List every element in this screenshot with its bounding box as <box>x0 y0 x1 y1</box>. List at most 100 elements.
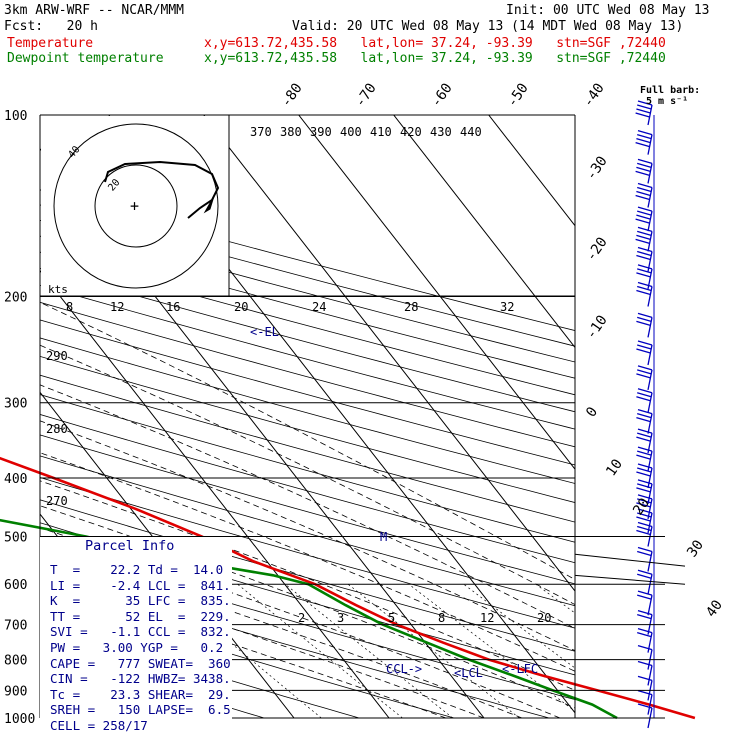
wind-barb-flag <box>637 264 653 270</box>
wind-barb-flag <box>637 246 653 253</box>
isotherm-label: 20 <box>630 495 653 518</box>
dewpoint-legend: Dewpoint temperature <box>7 51 164 66</box>
mixing-ratio-label: 2 <box>298 611 305 625</box>
wind-barb <box>635 182 653 208</box>
wind-barb-flag <box>635 112 650 118</box>
moist-adiabat <box>40 580 447 718</box>
dry-adiabat <box>40 268 575 413</box>
wind-barb-flag <box>636 454 651 460</box>
wind-barbs <box>635 100 655 729</box>
isotherm-label: -50 <box>504 80 532 110</box>
wind-barb-flag <box>637 479 653 485</box>
wind-barb <box>635 206 653 232</box>
dry-adiabat <box>40 319 575 466</box>
pressure-label: 700 <box>4 619 27 634</box>
wind-barb-flag <box>637 268 652 274</box>
wind-barb <box>635 226 653 252</box>
wind-barb-staff <box>647 187 653 208</box>
theta-label: 280 <box>46 422 68 436</box>
isotherm-label: -20 <box>583 234 611 264</box>
parcel-row: Tc = 23.3 SHEAR= 29. <box>50 686 231 702</box>
isotherm-label: -80 <box>278 80 306 110</box>
wind-barb-staff <box>647 344 653 366</box>
dry-adiabat <box>40 499 575 652</box>
hodograph-center: + <box>130 197 139 215</box>
mixing-ratio-line <box>408 583 575 712</box>
level-marker: <-EL <box>250 325 279 339</box>
wind-barb <box>637 569 653 595</box>
theta-label: 290 <box>46 349 68 363</box>
wind-barb-flag <box>635 170 650 177</box>
dry-adiabat <box>40 477 575 629</box>
wind-barb-staff <box>647 413 653 434</box>
isotherm-label: 30 <box>684 537 707 560</box>
hodograph-background <box>41 116 229 296</box>
right-diagonal <box>574 553 686 567</box>
wind-barb-flag <box>637 521 653 528</box>
wind-barb-staff <box>647 595 653 616</box>
wind-barb <box>637 675 653 701</box>
wind-barb <box>636 312 653 338</box>
wind-barb-flag <box>637 340 653 346</box>
wind-barb-staff <box>647 211 653 232</box>
wind-barb-flag <box>637 206 653 212</box>
theta-e-label: 390 <box>310 125 332 139</box>
wind-barb-staff <box>647 286 653 307</box>
wind-barb-flag <box>637 463 653 469</box>
wind-barb-flag <box>637 628 653 634</box>
wind-barb-flag <box>637 388 653 394</box>
wind-barb-flag <box>637 230 652 236</box>
wind-barb-flag <box>636 108 651 114</box>
isotherm-label: -70 <box>352 80 380 110</box>
theta-e-label: 420 <box>400 125 422 139</box>
wind-barb-staff <box>647 498 653 520</box>
wind-barb-flag <box>637 104 652 110</box>
wind-barb-flag <box>637 609 653 616</box>
dry-adiabat <box>40 570 550 718</box>
wind-barb-flag <box>637 569 653 575</box>
wind-barb-flag <box>637 182 653 189</box>
theta-e-label: 410 <box>370 125 392 139</box>
isotherm-line <box>393 115 575 349</box>
level-marker: CCL-> <box>386 662 422 676</box>
isotherm-label: 40 <box>703 597 726 620</box>
wind-barb-flag <box>637 281 653 288</box>
wind-barb-flag <box>637 428 653 434</box>
wind-barb-flag <box>636 502 651 508</box>
wind-barb-flag <box>637 613 652 620</box>
dry-adiabat <box>40 251 575 396</box>
dry-adiabat <box>40 414 575 564</box>
level-marker: M <box>380 530 387 544</box>
wind-barb-flag <box>637 550 652 557</box>
model-title: 3km ARW-WRF -- NCAR/MMM <box>4 3 185 18</box>
wind-barb-flag <box>637 512 652 518</box>
wind-barb <box>635 158 653 184</box>
wind-barb-flag <box>637 675 653 682</box>
wind-barb <box>636 463 653 489</box>
wind-barb-flag <box>637 432 652 438</box>
wind-barb <box>637 628 653 653</box>
hodograph-arrow <box>203 195 215 214</box>
wind-barb-flag <box>637 210 652 216</box>
wind-barb-staff <box>647 483 653 505</box>
wind-barb-flag <box>637 594 652 600</box>
wind-barb-flag <box>637 365 653 371</box>
speed-label: 8 <box>66 300 73 314</box>
wind-barb-flag <box>637 369 652 375</box>
temperature-legend: Temperature <box>7 36 94 51</box>
skewt-grid <box>40 115 575 718</box>
parcel-row: PW = 3.00 YGP = 0.2 <box>50 640 224 655</box>
theta-e-label: 400 <box>340 125 362 139</box>
temperature-location: x,y=613.72,435.58 lat,lon= 37.24, -93.39… <box>204 36 666 51</box>
wind-barb-flag <box>636 487 651 493</box>
wind-barb <box>636 521 653 547</box>
isotherm-label: -60 <box>428 80 456 110</box>
wind-barb <box>636 494 653 520</box>
wind-barb-flag <box>637 483 652 489</box>
wind-barb-flag <box>637 703 653 709</box>
dry-adiabat <box>40 337 575 484</box>
wind-barb-staff <box>647 163 653 184</box>
dry-adiabat <box>40 455 575 607</box>
